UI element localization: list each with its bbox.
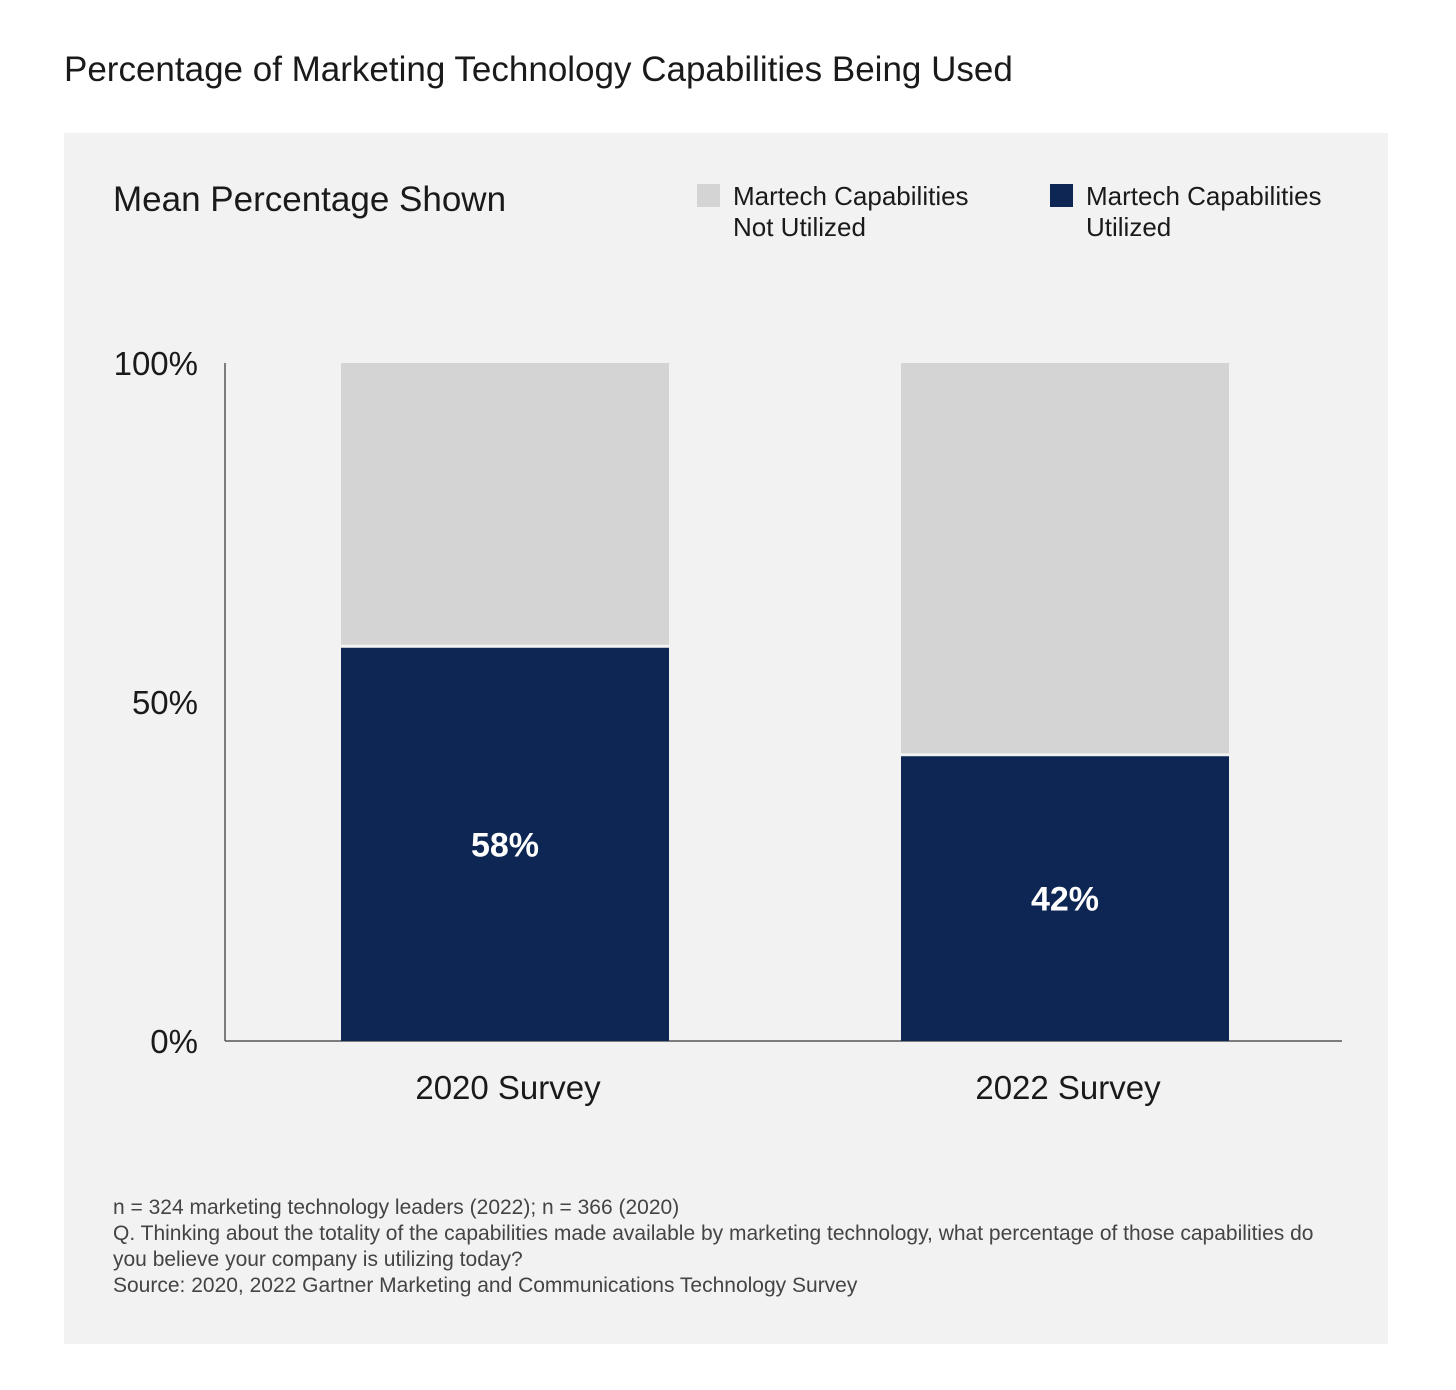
bar-utilized <box>901 756 1229 1041</box>
bar-value-label: 42% <box>1031 881 1099 919</box>
legend-swatch-utilized <box>1050 184 1073 207</box>
bar-not-utilized <box>341 363 669 645</box>
footnote-source: Source: 2020, 2022 Gartner Marketing and… <box>113 1274 858 1297</box>
y-tick-label: 0% <box>150 1023 198 1060</box>
bar-utilized <box>341 647 669 1041</box>
footnote-sample-size: n = 324 marketing technology leaders (20… <box>113 1196 680 1219</box>
legend-label-utilized: Martech Capabilities Utilized <box>1086 181 1322 242</box>
legend-swatch-not-utilized <box>697 184 720 207</box>
x-tick-label: 2022 Survey <box>975 1069 1161 1106</box>
legend-item-not-utilized: Martech Capabilities Not Utilized <box>697 181 1003 243</box>
page-title: Percentage of Marketing Technology Capab… <box>64 50 1013 89</box>
legend-label-not-utilized: Martech Capabilities Not Utilized <box>733 181 969 242</box>
legend-item-utilized: Martech Capabilities Utilized <box>1050 181 1356 243</box>
footnote: n = 324 marketing technology leaders (20… <box>113 1195 1333 1299</box>
chart-subtitle: Mean Percentage Shown <box>113 180 507 219</box>
y-tick-label: 100% <box>114 345 198 382</box>
bar-not-utilized <box>901 363 1229 754</box>
x-tick-label: 2020 Survey <box>415 1069 601 1106</box>
bar-value-label: 58% <box>471 826 539 864</box>
footnote-question: Q. Thinking about the totality of the ca… <box>113 1222 1314 1271</box>
y-tick-label: 50% <box>132 684 198 721</box>
